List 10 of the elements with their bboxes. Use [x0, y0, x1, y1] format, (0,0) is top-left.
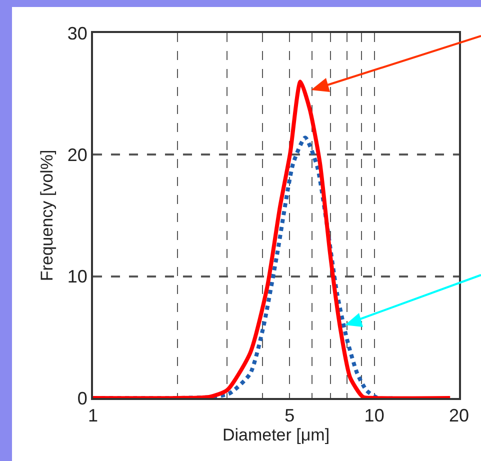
x-axis-title: Diameter [μm] — [222, 426, 330, 445]
y-axis-title: Frequency [vol%] — [37, 150, 56, 282]
x-tick-label: 10 — [364, 406, 384, 426]
y-tick-label: 30 — [67, 23, 88, 44]
y-tick-label: 10 — [67, 266, 88, 287]
y-tick-label: 20 — [67, 144, 88, 165]
y-tick-label: 0 — [77, 388, 88, 408]
x-tick-label: 5 — [284, 406, 295, 426]
x-tick-label: 20 — [448, 406, 470, 426]
x-tick-label: 1 — [88, 406, 98, 426]
